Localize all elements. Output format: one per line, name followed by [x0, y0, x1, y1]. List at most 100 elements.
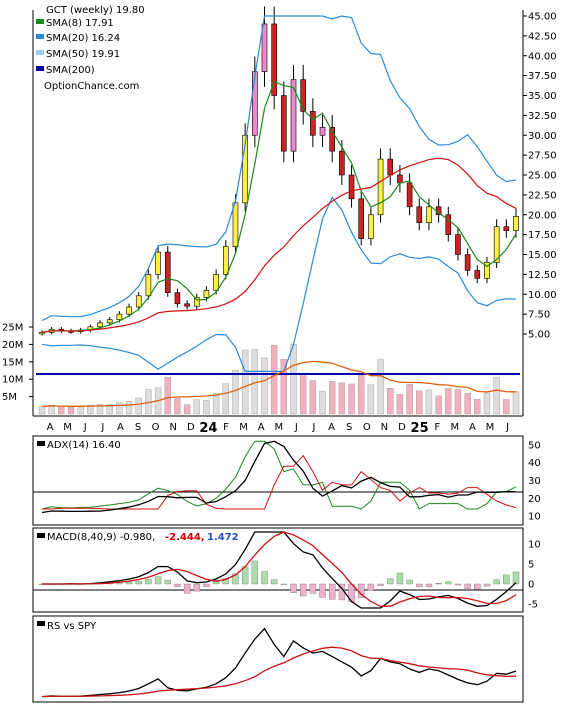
candle-body: [222, 246, 229, 275]
candle-body: [513, 216, 519, 231]
macd-histogram-bar: [416, 583, 423, 588]
month-label: D: [398, 422, 406, 433]
volume-bar: [193, 399, 200, 415]
candle-body: [290, 79, 297, 152]
candle-body: [193, 297, 200, 307]
volume-bar: [396, 394, 404, 415]
month-label: F: [434, 422, 440, 433]
month-label: A: [117, 422, 124, 433]
price-tick-label: 45.00: [528, 12, 557, 23]
volume-bar: [503, 399, 510, 415]
rs-panel: RS vs SPY: [32, 615, 524, 703]
macd-histogram-bar: [270, 579, 278, 585]
adx-title-bg: [34, 438, 126, 451]
volume-bar: [164, 376, 171, 415]
month-label: O: [363, 422, 371, 433]
volume-bar: [87, 404, 94, 415]
macd-panel: 10 5 0 -5 MACD(8,40,9) -0.980, -2.444, 1.47…: [32, 527, 541, 613]
adx-swatch: [37, 441, 45, 446]
month-label: S: [346, 422, 352, 433]
month-label: M: [486, 422, 495, 433]
candle-body: [493, 226, 500, 263]
candle-body: [319, 127, 326, 136]
price-tick-label: 35.00: [528, 91, 557, 102]
candle-body: [232, 202, 239, 247]
month-label: J: [312, 422, 316, 433]
volume-tick-label: 20M: [2, 340, 23, 351]
candle-body: [116, 313, 123, 320]
month-label: A: [328, 422, 335, 433]
price-tick-label: 42.50: [528, 31, 557, 42]
adx-plus-di-line: [41, 440, 517, 510]
month-label: 24: [199, 421, 217, 436]
macd-histogram-bar: [203, 583, 210, 587]
macd-tick-label: 0: [528, 580, 534, 591]
candle-body: [329, 127, 336, 152]
macd-histogram-bar: [135, 580, 142, 585]
volume-tick-label: 10M: [2, 375, 23, 386]
candle-body: [184, 303, 190, 307]
rs-average-line: [41, 646, 517, 698]
macd-histogram-bar: [396, 572, 404, 585]
macd-histogram-bar: [222, 578, 229, 585]
month-label: S: [135, 422, 141, 433]
macd-histogram-bar: [125, 581, 133, 585]
volume-bar: [348, 383, 355, 415]
month-label: D: [187, 422, 195, 433]
bollinger-upper-line: [41, 15, 517, 322]
candle-body: [406, 182, 413, 208]
legend-sma8-label: SMA(8) 17.91: [46, 18, 114, 29]
price-tick-label: 7.50: [528, 310, 550, 321]
macd-histogram-bar: [512, 571, 520, 585]
macd-histogram-bar: [261, 571, 268, 585]
rs-swatch: [37, 621, 45, 626]
macd-histogram-bar: [212, 581, 220, 585]
month-label: M: [239, 422, 248, 433]
price-tick-label: 20.00: [528, 210, 557, 221]
volume-bar: [270, 344, 278, 415]
candle-body: [271, 23, 277, 96]
macd-tick-label: 5: [528, 560, 534, 571]
macd-title-bg: [34, 530, 238, 543]
month-label: M: [63, 422, 72, 433]
volume-bar: [435, 395, 442, 415]
volume-bar: [512, 391, 520, 415]
macd-histogram-bar: [445, 581, 452, 585]
candle-body: [464, 254, 471, 271]
macd-histogram-bar: [290, 583, 297, 593]
adx-frame: [32, 435, 524, 526]
macd-line: [42, 531, 517, 609]
macd-histogram-value: 1.472: [207, 532, 239, 543]
macd-histogram-bar: [377, 583, 384, 586]
volume-bar: [493, 376, 500, 415]
volume-tick-label: 25M: [2, 323, 23, 334]
volume-bar: [58, 406, 65, 415]
macd-histogram-bar: [406, 579, 413, 585]
macd-histogram-bar: [503, 574, 510, 585]
adx-tick-label: 50: [528, 440, 541, 451]
month-label: M: [450, 422, 459, 433]
macd-tick-label: 10: [528, 540, 541, 551]
macd-histogram-bar: [164, 579, 171, 585]
month-label: N: [381, 422, 388, 433]
volume-tick-label: 5M: [2, 392, 17, 403]
month-label: J: [505, 422, 509, 433]
volume-bar: [474, 399, 481, 415]
candle-body: [348, 174, 355, 200]
macd-histogram-bar: [251, 560, 259, 585]
price-tick-label: 10.00: [528, 290, 557, 301]
month-label: O: [152, 422, 160, 433]
price-tick-label: 17.50: [528, 230, 557, 241]
candle-body: [174, 292, 181, 305]
volume-bar: [280, 358, 288, 415]
adx-tick-label: 10: [528, 512, 541, 523]
legend-swatch-sma20: [36, 34, 44, 39]
macd-title: MACD(8,40,9) -0.980,: [47, 532, 155, 543]
legend-swatch-sma200: [36, 66, 44, 71]
volume-bar: [290, 344, 297, 415]
month-label: A: [47, 422, 54, 433]
price-panel: 45.00 42.50 40.00 37.50 35.00 32.50 30.00 27.50…: [2, 2, 557, 417]
volume-bar: [299, 373, 307, 415]
macd-histogram-bar: [329, 583, 336, 600]
adx-tick-label: 30: [528, 476, 541, 487]
